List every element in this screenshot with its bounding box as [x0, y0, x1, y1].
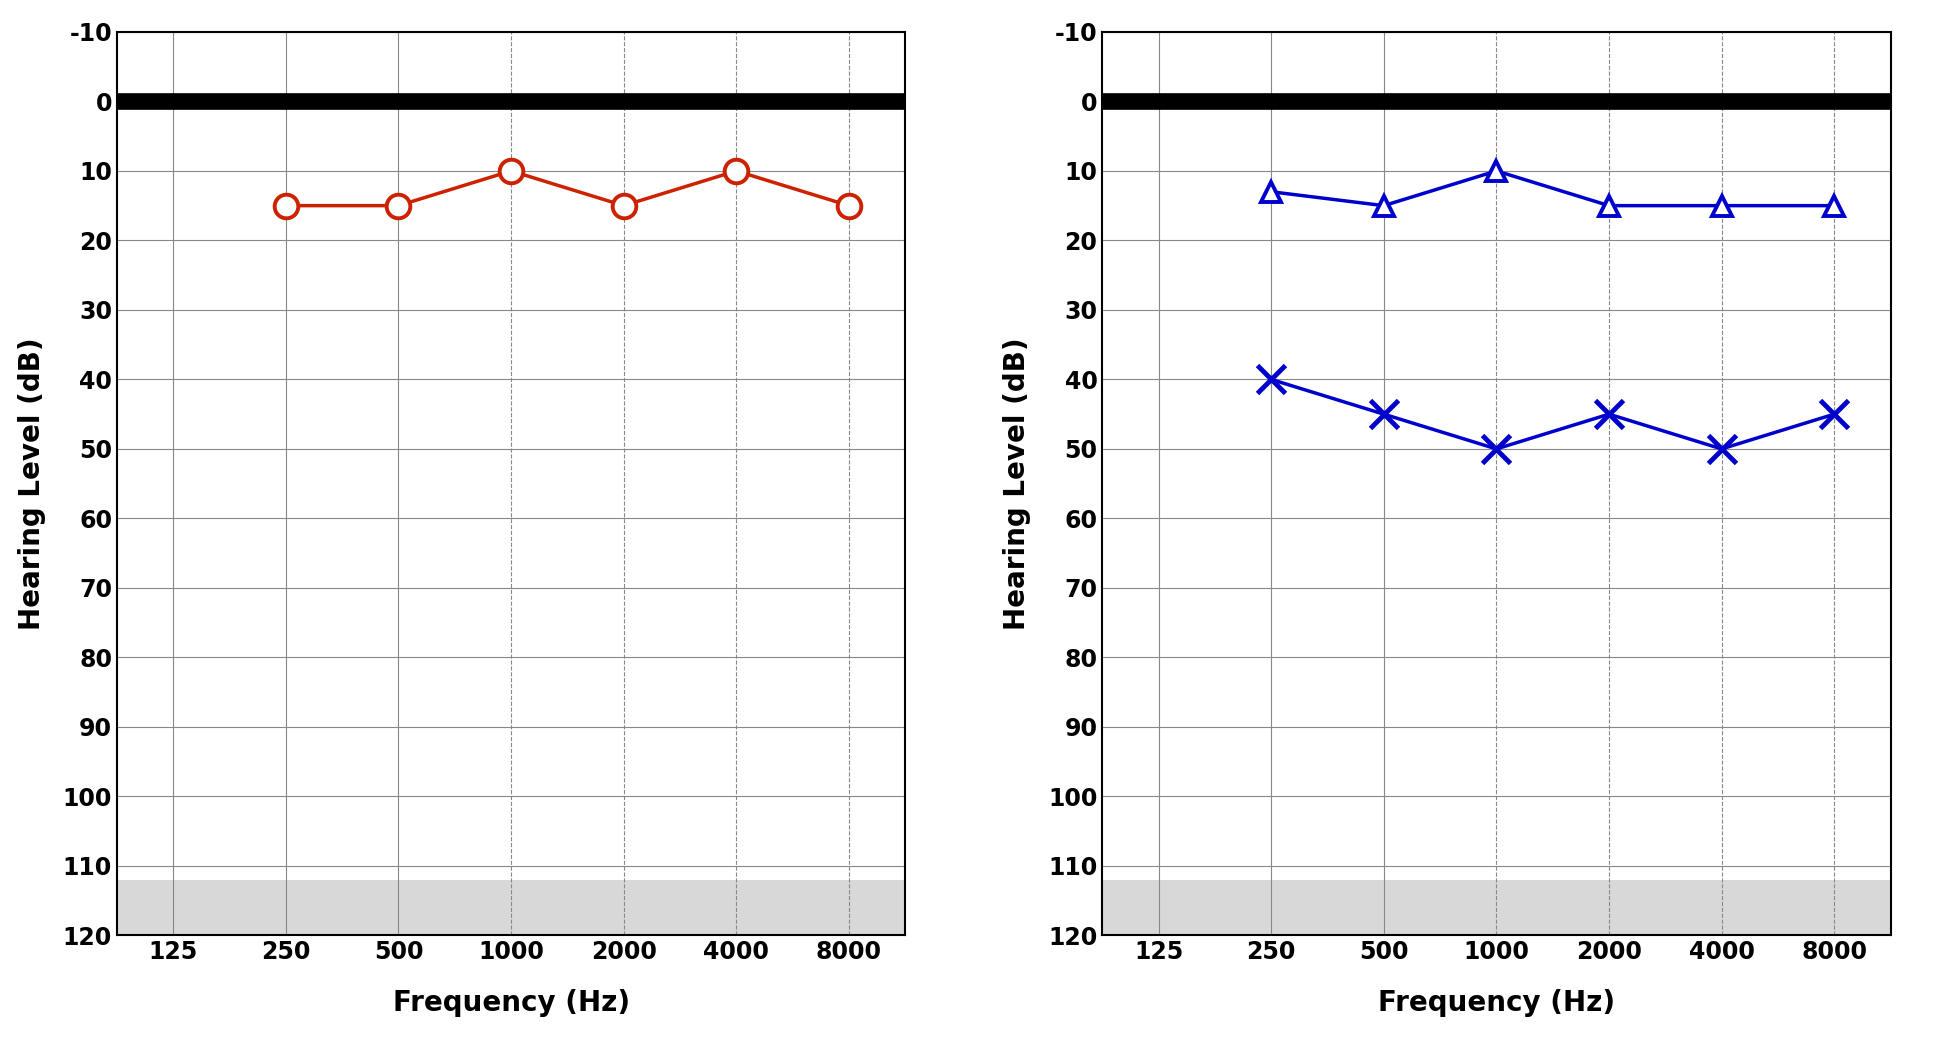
Bar	[1103, 880, 1890, 935]
Y-axis label: Hearing Level (dB): Hearing Level (dB)	[18, 337, 47, 630]
Bar	[117, 880, 904, 935]
X-axis label: Frequency (Hz): Frequency (Hz)	[392, 990, 629, 1017]
X-axis label: Frequency (Hz): Frequency (Hz)	[1377, 990, 1615, 1017]
Y-axis label: Hearing Level (dB): Hearing Level (dB)	[1003, 337, 1030, 630]
